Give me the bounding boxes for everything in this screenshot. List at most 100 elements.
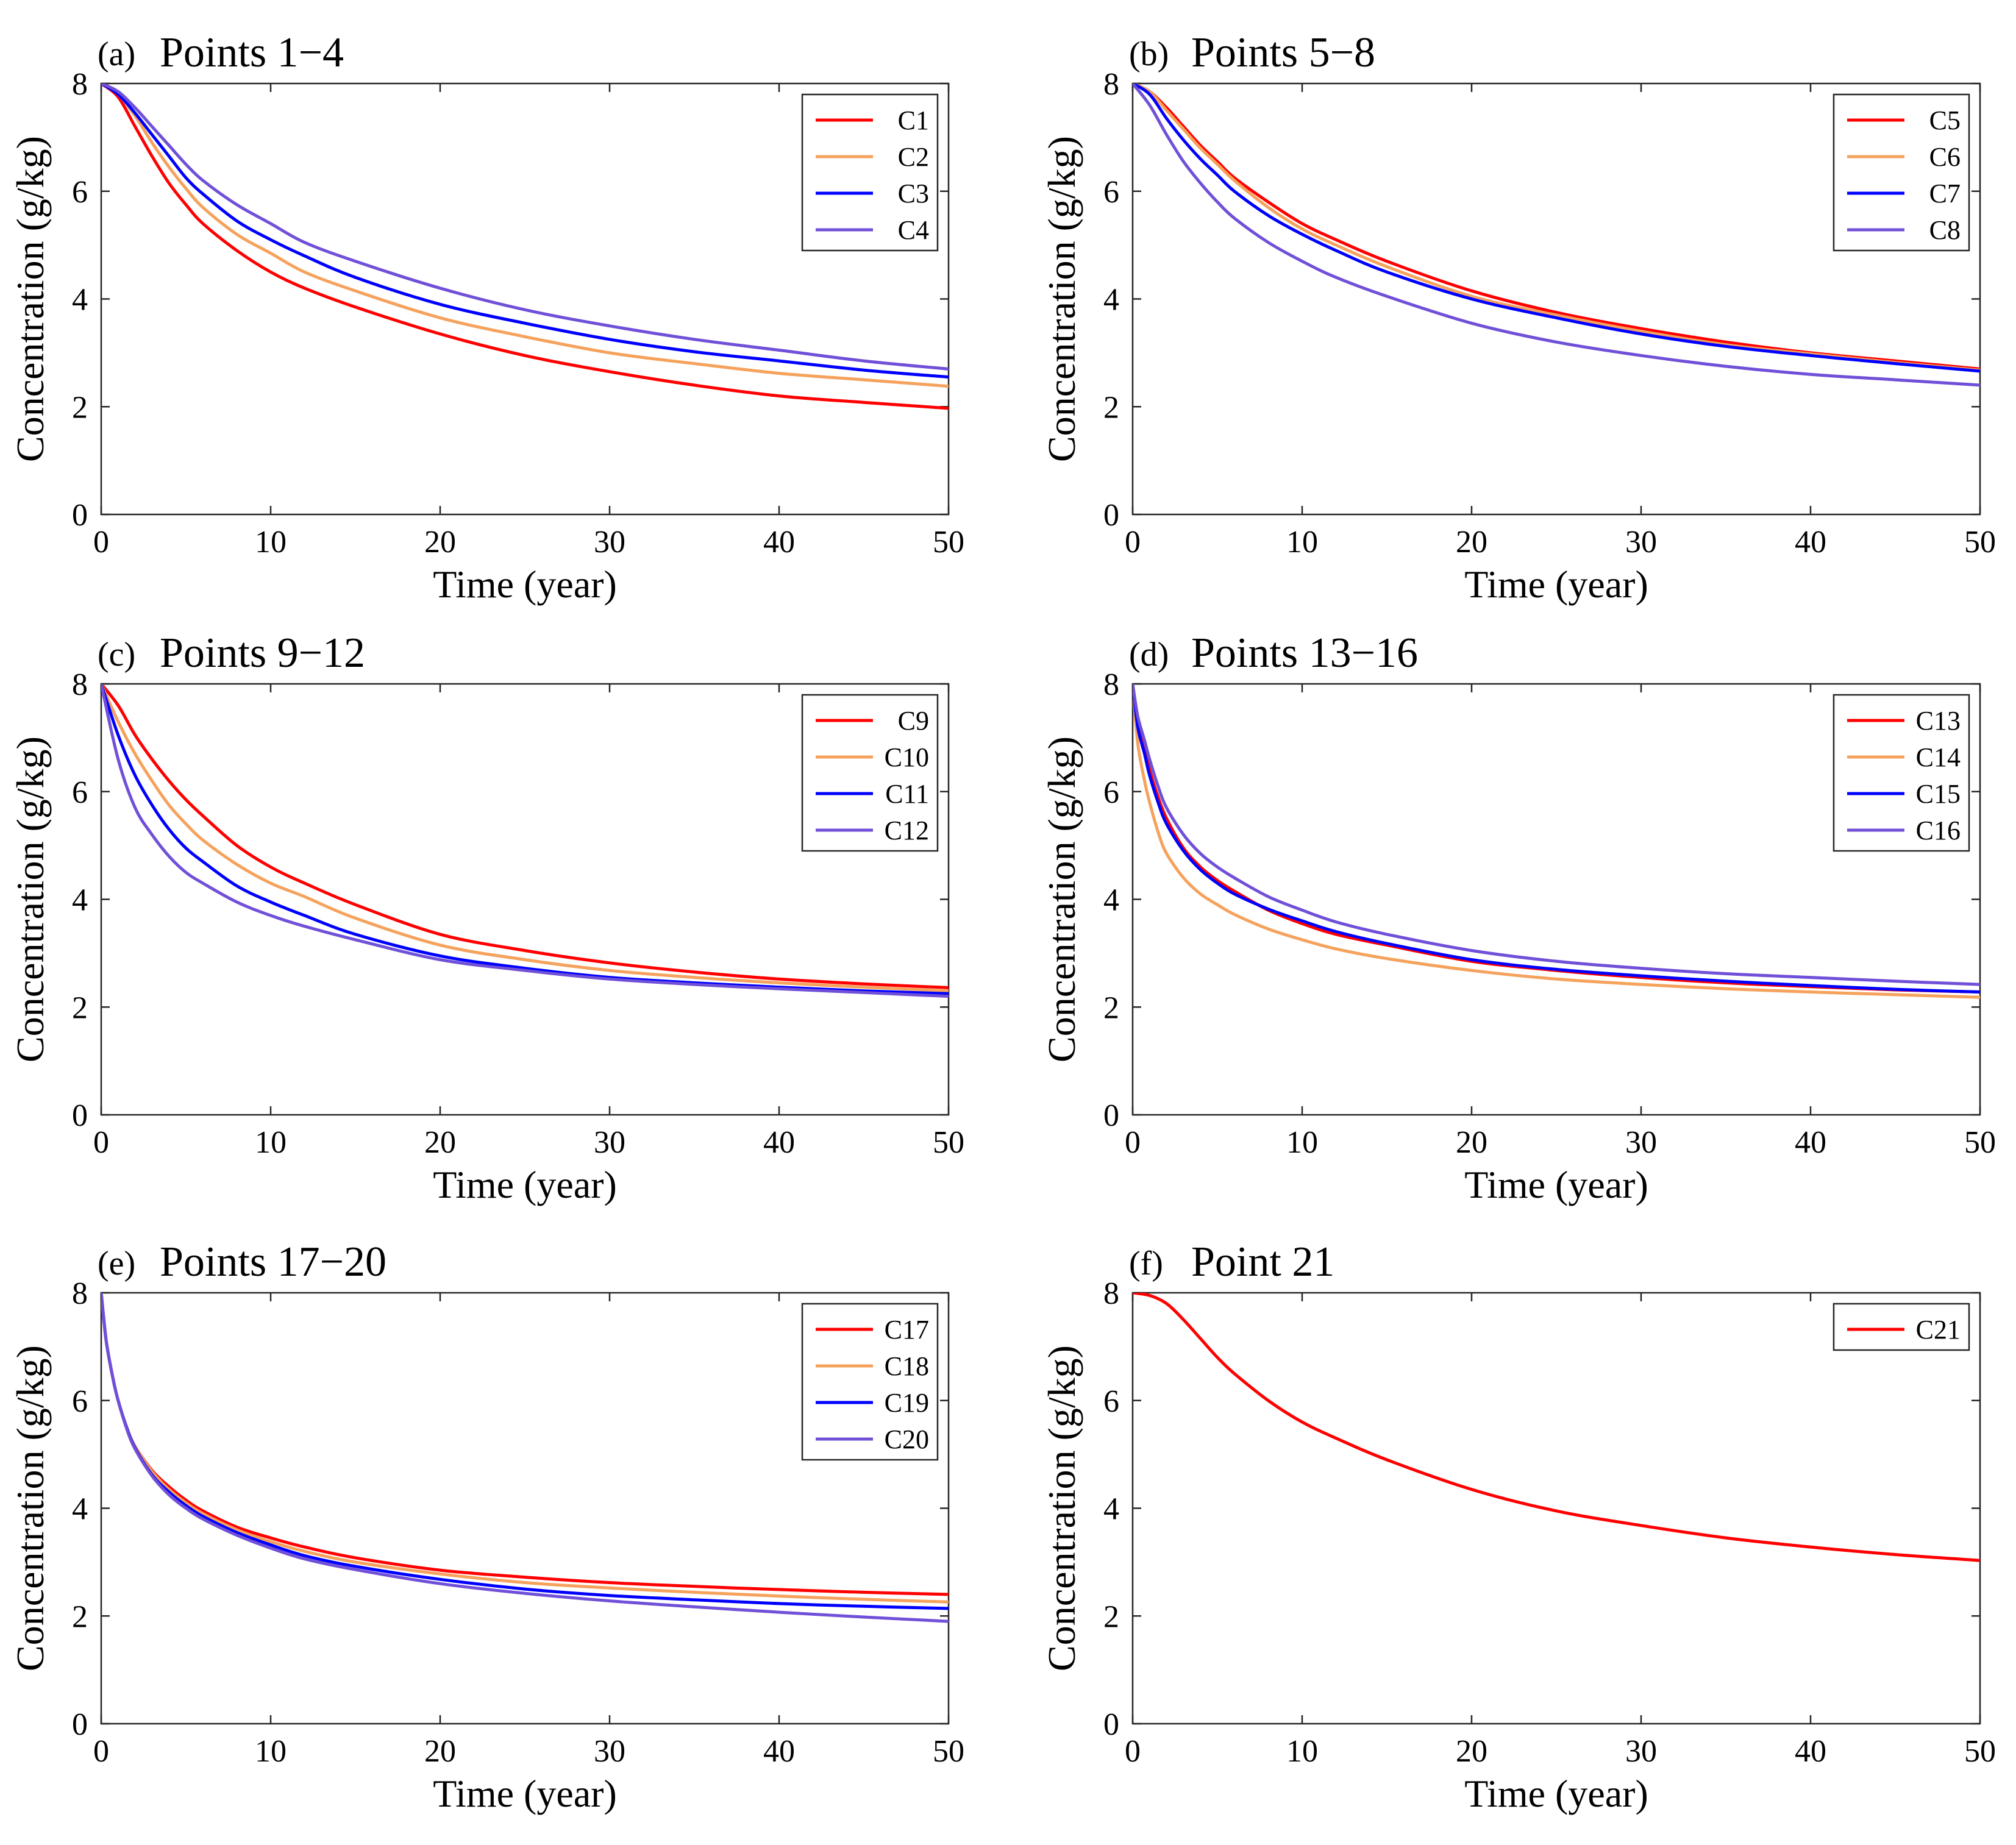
legend-label-c21: C21 [1916,1315,1961,1345]
series-group [1133,684,1980,999]
x-tick-label: 10 [1286,1734,1318,1769]
x-tick-label: 0 [93,1734,109,1769]
y-tick-label: 2 [72,990,88,1025]
panel-c: 0 10 20 30 40 50 0 2 4 6 8 Time (year) Concentration… [9,630,964,1206]
x-axis-label: Time (year) [1464,1772,1648,1815]
panel-title: Points 1−4 [160,29,344,76]
y-tick-label: 8 [1103,667,1119,702]
x-axis-label: Time (year) [433,563,617,606]
series-group [1133,84,1980,387]
legend-label-c11: C11 [885,779,929,809]
y-axis-label: Concentration (g/kg) [1040,1345,1083,1671]
legend-label-c3: C3 [898,179,929,208]
series-line-c10 [101,684,949,993]
x-tick-label: 0 [1125,1125,1141,1160]
y-tick-label: 2 [1103,990,1119,1025]
legend-label-c2: C2 [898,142,929,172]
legend: C13 C14 C15 C16 [1833,694,1970,852]
x-axis-label: Time (year) [1464,1163,1648,1206]
x-tick-label: 0 [93,525,109,560]
x-tick-label: 20 [1456,525,1487,560]
x-tick-label: 50 [1964,1125,1996,1160]
legend: C17 C18 C19 C20 [801,1303,939,1461]
legend-label-c16: C16 [1916,816,1961,845]
series-line-c14 [1133,684,1980,999]
x-tick-label: 20 [1456,1734,1487,1769]
y-tick-label: 0 [1103,498,1119,533]
legend-label-c19: C19 [885,1388,929,1418]
x-tick-label: 20 [424,525,456,560]
y-tick-label: 4 [72,1492,88,1527]
x-tick-label: 50 [933,1734,964,1769]
panel-title: Points 17−20 [160,1239,386,1285]
legend-label-c13: C13 [1916,706,1961,736]
x-tick-label: 0 [1125,1734,1141,1769]
series-line-c5 [1133,84,1980,371]
y-tick-label: 0 [72,1707,88,1742]
y-axis-label: Concentration (g/kg) [9,1345,52,1671]
y-tick-label: 8 [72,1276,88,1311]
panel-b: 0 10 20 30 40 50 0 2 4 6 8 Time (year) Concentration… [1040,29,1996,606]
x-tick-label: 50 [1964,525,1996,560]
legend: C5 C6 C7 C8 [1833,93,1970,252]
legend-label-c9: C9 [898,706,929,736]
x-tick-label: 30 [594,1734,625,1769]
series-line-c3 [101,84,949,379]
panel-f: 0 10 20 30 40 50 0 2 4 6 8 Time (year) Concentration… [1040,1239,1996,1815]
x-tick-label: 50 [933,1125,964,1160]
y-tick-label: 8 [72,67,88,102]
y-tick-label: 6 [1103,775,1119,810]
series-line-c1 [101,84,949,410]
panel-letter: (f) [1129,1245,1163,1282]
series-line-c15 [1133,684,1980,994]
series-line-c6 [1133,84,1980,372]
y-axis-label: Concentration (g/kg) [9,736,52,1062]
legend-label-c20: C20 [885,1424,929,1454]
x-tick-label: 10 [255,1125,287,1160]
series-line-c20 [101,1293,949,1623]
y-tick-label: 0 [72,498,88,533]
legend-label-c14: C14 [1916,742,1961,772]
legend: C1 C2 C3 C4 [801,93,939,252]
x-tick-label: 30 [594,525,625,560]
legend-label-c4: C4 [898,215,929,245]
legend-label-c5: C5 [1929,105,1961,135]
x-tick-label: 30 [1625,1125,1657,1160]
y-tick-label: 8 [72,667,88,702]
y-tick-label: 4 [72,283,88,318]
legend-box [1833,1303,1970,1351]
legend: C9 C10 C11 C12 [801,694,939,852]
legend: C21 [1833,1303,1970,1351]
x-tick-label: 0 [93,1125,109,1160]
y-tick-label: 2 [72,1599,88,1634]
series-group [101,684,949,998]
x-tick-label: 40 [763,525,795,560]
x-tick-label: 30 [594,1125,625,1160]
series-line-c12 [101,684,949,998]
panel-title: Points 13−16 [1191,630,1418,677]
y-tick-label: 6 [72,1384,88,1419]
panel-a: 0 10 20 30 40 50 0 2 4 6 8 Time (year) Concentration… [9,29,964,606]
legend-label-c1: C1 [898,105,929,135]
x-tick-label: 20 [1456,1125,1487,1160]
series-line-c9 [101,684,949,989]
x-axis-label: Time (year) [433,1163,617,1206]
plot-frame [1131,1292,1981,1725]
series-line-c11 [101,684,949,995]
y-tick-label: 8 [1103,67,1119,102]
y-tick-label: 0 [72,1098,88,1133]
x-tick-label: 20 [424,1734,456,1769]
x-tick-label: 40 [1795,1734,1826,1769]
series-line-c13 [1133,684,1980,994]
panel-letter: (c) [98,636,135,674]
y-tick-label: 2 [1103,390,1119,425]
y-tick-label: 6 [1103,175,1119,210]
legend-label-c15: C15 [1916,779,1961,809]
y-tick-label: 6 [72,175,88,210]
series-line-c7 [1133,84,1980,373]
y-tick-label: 6 [72,775,88,810]
x-tick-label: 10 [1286,525,1318,560]
x-tick-label: 10 [1286,1125,1318,1160]
y-axis-label: Concentration (g/kg) [9,136,52,462]
y-tick-label: 4 [72,883,88,918]
